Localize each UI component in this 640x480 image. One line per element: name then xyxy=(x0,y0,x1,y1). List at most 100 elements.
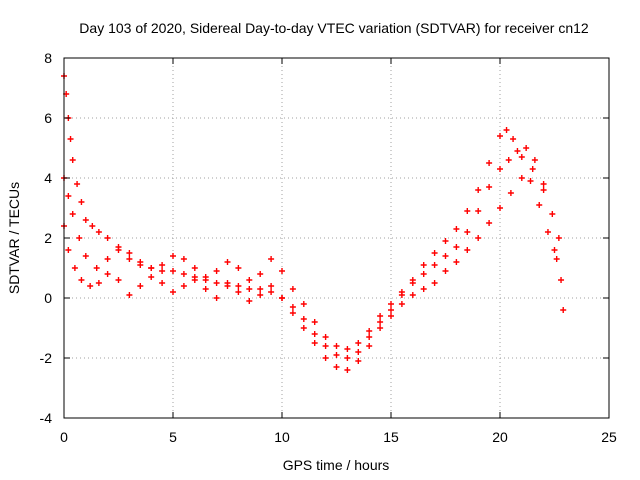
data-point xyxy=(420,271,427,277)
data-point xyxy=(126,250,133,256)
data-point xyxy=(235,289,242,295)
y-tick-label: 6 xyxy=(44,110,52,126)
data-point xyxy=(431,280,438,286)
data-point xyxy=(137,259,144,265)
data-point xyxy=(464,247,471,253)
data-point xyxy=(442,253,449,259)
data-point xyxy=(398,289,405,295)
data-point xyxy=(518,175,525,181)
data-point xyxy=(191,265,198,271)
data-point xyxy=(115,277,122,283)
y-tick-label: -4 xyxy=(40,410,53,426)
data-point xyxy=(202,286,209,292)
data-point xyxy=(475,208,482,214)
data-point xyxy=(398,301,405,307)
data-point xyxy=(453,244,460,250)
data-point xyxy=(355,349,362,355)
data-point xyxy=(289,304,296,310)
data-point xyxy=(213,268,220,274)
data-point xyxy=(558,277,565,283)
data-point xyxy=(409,292,416,298)
data-point xyxy=(257,271,264,277)
data-point xyxy=(300,301,307,307)
data-point xyxy=(551,247,558,253)
data-point xyxy=(344,346,351,352)
data-point xyxy=(257,292,264,298)
x-tick-label: 5 xyxy=(169,429,177,445)
data-point xyxy=(333,364,340,370)
data-point xyxy=(213,280,220,286)
data-point xyxy=(333,343,340,349)
y-tick-label: 4 xyxy=(44,170,52,186)
data-point xyxy=(355,358,362,364)
data-point xyxy=(289,286,296,292)
data-point xyxy=(180,256,187,262)
data-point xyxy=(333,352,340,358)
data-point xyxy=(69,211,76,217)
data-point xyxy=(76,235,83,241)
data-point xyxy=(115,244,122,250)
y-tick-label: -2 xyxy=(40,350,53,366)
data-point xyxy=(510,136,517,142)
data-point xyxy=(224,283,231,289)
data-point xyxy=(202,274,209,280)
data-point xyxy=(505,157,512,163)
data-point xyxy=(279,295,285,301)
data-point xyxy=(453,226,460,232)
data-point xyxy=(246,298,253,304)
data-point xyxy=(78,199,85,205)
data-point xyxy=(388,313,394,319)
data-point xyxy=(420,286,427,292)
data-point xyxy=(555,235,562,241)
data-point xyxy=(104,256,111,262)
data-point xyxy=(82,217,89,223)
data-point xyxy=(78,277,85,283)
data-point xyxy=(560,307,567,313)
data-point xyxy=(268,283,275,289)
data-point xyxy=(104,235,111,241)
data-point xyxy=(503,127,510,133)
data-point xyxy=(235,265,242,271)
data-point xyxy=(366,343,373,349)
data-point xyxy=(366,334,373,340)
data-point xyxy=(322,355,329,361)
data-point xyxy=(289,310,296,316)
data-point xyxy=(246,277,253,283)
data-point xyxy=(536,202,543,208)
data-point xyxy=(514,148,521,154)
data-point xyxy=(377,325,384,331)
data-point xyxy=(497,133,503,139)
data-point xyxy=(377,319,384,325)
data-point xyxy=(311,319,318,325)
data-point xyxy=(170,268,176,274)
data-point xyxy=(69,157,76,163)
data-point xyxy=(159,280,166,286)
data-point xyxy=(311,340,318,346)
data-point xyxy=(322,334,329,340)
data-point xyxy=(148,274,155,280)
data-point xyxy=(344,367,351,373)
data-point xyxy=(431,250,438,256)
data-point xyxy=(497,166,503,172)
data-point xyxy=(224,259,231,265)
data-point xyxy=(355,340,362,346)
data-point xyxy=(65,247,72,253)
data-point xyxy=(93,265,100,271)
y-tick-label: 0 xyxy=(44,290,52,306)
data-point xyxy=(388,301,394,307)
data-point xyxy=(279,268,285,274)
data-series xyxy=(61,73,567,373)
y-tick-label: 2 xyxy=(44,230,52,246)
data-point xyxy=(235,283,242,289)
data-point xyxy=(191,277,198,283)
x-tick-label: 25 xyxy=(601,429,617,445)
data-point xyxy=(540,187,547,193)
data-point xyxy=(544,229,551,235)
x-tick-label: 0 xyxy=(60,429,68,445)
series-trace-c xyxy=(61,166,567,373)
data-point xyxy=(65,193,72,199)
y-axis-label: SDTVAR / TECUs xyxy=(6,182,22,294)
data-point xyxy=(464,208,471,214)
